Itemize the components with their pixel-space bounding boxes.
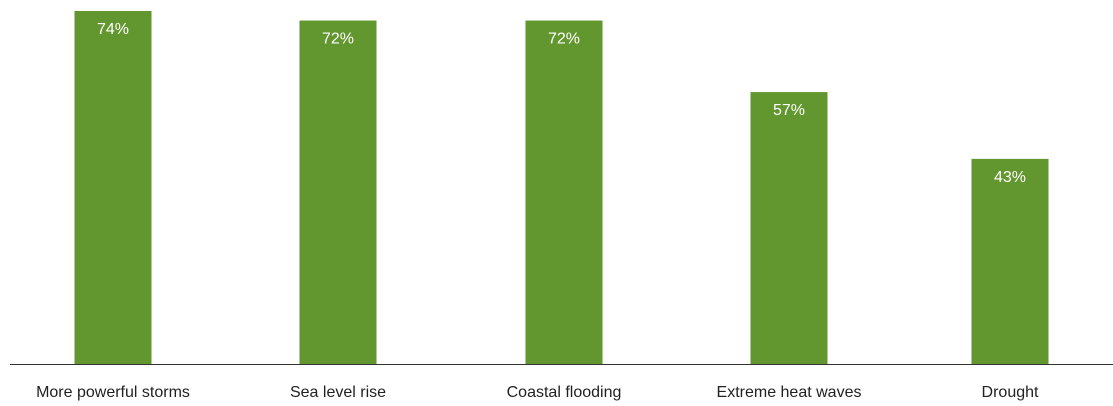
category-label-sea-level-rise: Sea level rise — [290, 384, 386, 401]
bar-drought — [971, 158, 1049, 364]
value-label-sea-level-rise: 72% — [322, 31, 354, 48]
value-label-more-powerful-storms: 74% — [97, 21, 129, 38]
bar-extreme-heat-waves — [750, 92, 828, 364]
category-label-drought: Drought — [982, 384, 1039, 401]
category-label-coastal-flooding: Coastal flooding — [507, 384, 622, 401]
value-label-extreme-heat-waves: 57% — [773, 102, 805, 119]
bar-sea-level-rise — [299, 20, 377, 365]
category-label-extreme-heat-waves: Extreme heat waves — [717, 384, 862, 401]
value-labels-group: 74% 72% 72% 57% 43% — [97, 21, 1026, 186]
bars-group — [74, 11, 1049, 365]
category-label-more-powerful-storms: More powerful storms — [36, 384, 190, 401]
bar-coastal-flooding — [525, 20, 603, 365]
bar-more-powerful-storms — [74, 11, 152, 364]
value-label-drought: 43% — [994, 169, 1026, 186]
category-labels-group: More powerful storms Sea level rise Coasta… — [36, 384, 1039, 401]
value-label-coastal-flooding: 72% — [548, 31, 580, 48]
